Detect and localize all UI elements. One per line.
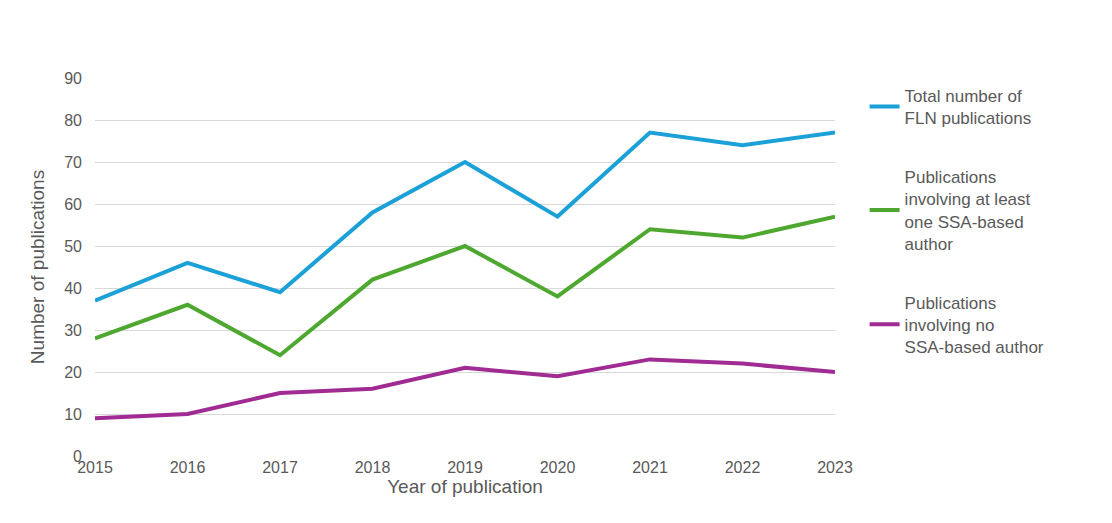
svg-text:90: 90 [64,70,82,87]
svg-text:2015: 2015 [77,459,113,476]
svg-text:2022: 2022 [725,459,761,476]
svg-text:40: 40 [64,280,82,297]
svg-text:Publicationsinvolving at least: Publicationsinvolving at leastone SSA-ba… [905,168,1031,253]
svg-text:20: 20 [64,364,82,381]
svg-text:2018: 2018 [355,459,391,476]
svg-text:2023: 2023 [817,459,853,476]
svg-text:Publicationsinvolving noSSA-ba: Publicationsinvolving noSSA-based author [905,294,1044,357]
svg-text:2016: 2016 [170,459,206,476]
svg-text:30: 30 [64,322,82,339]
svg-text:2019: 2019 [447,459,483,476]
svg-text:80: 80 [64,112,82,129]
svg-text:2021: 2021 [632,459,668,476]
svg-text:2020: 2020 [540,459,576,476]
svg-text:2017: 2017 [262,459,298,476]
svg-text:70: 70 [64,154,82,171]
svg-text:Number of publications: Number of publications [27,170,48,364]
svg-text:10: 10 [64,406,82,423]
svg-text:0: 0 [73,448,82,465]
svg-text:60: 60 [64,196,82,213]
svg-text:Total number ofFLN publication: Total number ofFLN publications [905,87,1032,128]
svg-text:50: 50 [64,238,82,255]
svg-text:Year of publication: Year of publication [387,476,543,497]
